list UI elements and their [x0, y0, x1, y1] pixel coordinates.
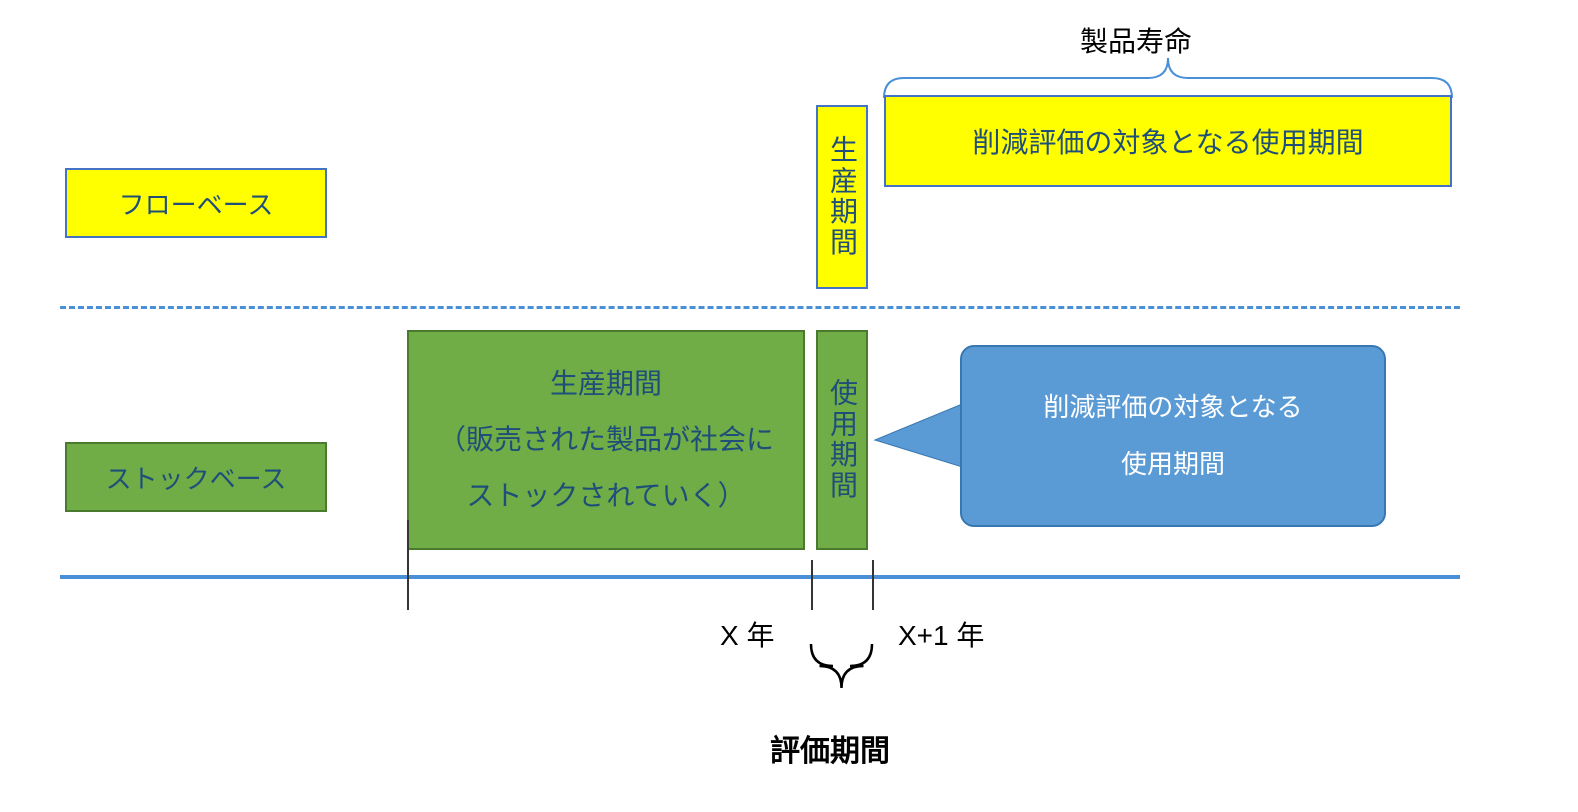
- callout-line2: 使用期間: [1121, 436, 1225, 493]
- flow-production-period-box: 生産期間: [816, 105, 868, 289]
- stock-prod-line1: 生産期間: [550, 356, 662, 412]
- stock-base-label-text: ストックベース: [106, 459, 287, 496]
- flow-base-label-box: フローベース: [65, 168, 327, 238]
- callout-line1: 削減評価の対象となる: [1043, 379, 1302, 436]
- timeline-tick-start: [407, 520, 409, 610]
- stock-prod-line2: （販売された製品が社会に: [438, 412, 774, 468]
- stock-production-period-box: 生産期間 （販売された製品が社会に ストックされていく）: [407, 330, 805, 550]
- x-plus-1-year-label: X+1 年: [898, 614, 984, 654]
- flow-base-label-text: フローベース: [119, 185, 274, 222]
- flow-production-period-text: 生産期間: [822, 135, 862, 258]
- product-lifetime-label: 製品寿命: [1080, 20, 1192, 60]
- timeline-tick-x1: [872, 560, 874, 610]
- callout-box: 削減評価の対象となる 使用期間: [960, 345, 1386, 527]
- flow-evaluation-target-box: 削減評価の対象となる使用期間: [884, 95, 1452, 187]
- separator-dashed-line: [60, 306, 1460, 309]
- stock-usage-period-box: 使用期間: [816, 330, 868, 550]
- stock-usage-period-text: 使用期間: [822, 378, 862, 501]
- evaluation-period-label: 評価期間: [770, 726, 890, 770]
- x-year-label: X 年: [720, 614, 774, 654]
- stock-base-label-box: ストックベース: [65, 442, 327, 512]
- flow-evaluation-target-text: 削減評価の対象となる使用期間: [972, 121, 1363, 161]
- timeline-tick-x: [811, 560, 813, 610]
- stock-prod-line3: ストックされていく）: [466, 468, 745, 524]
- timeline-axis: [60, 575, 1460, 579]
